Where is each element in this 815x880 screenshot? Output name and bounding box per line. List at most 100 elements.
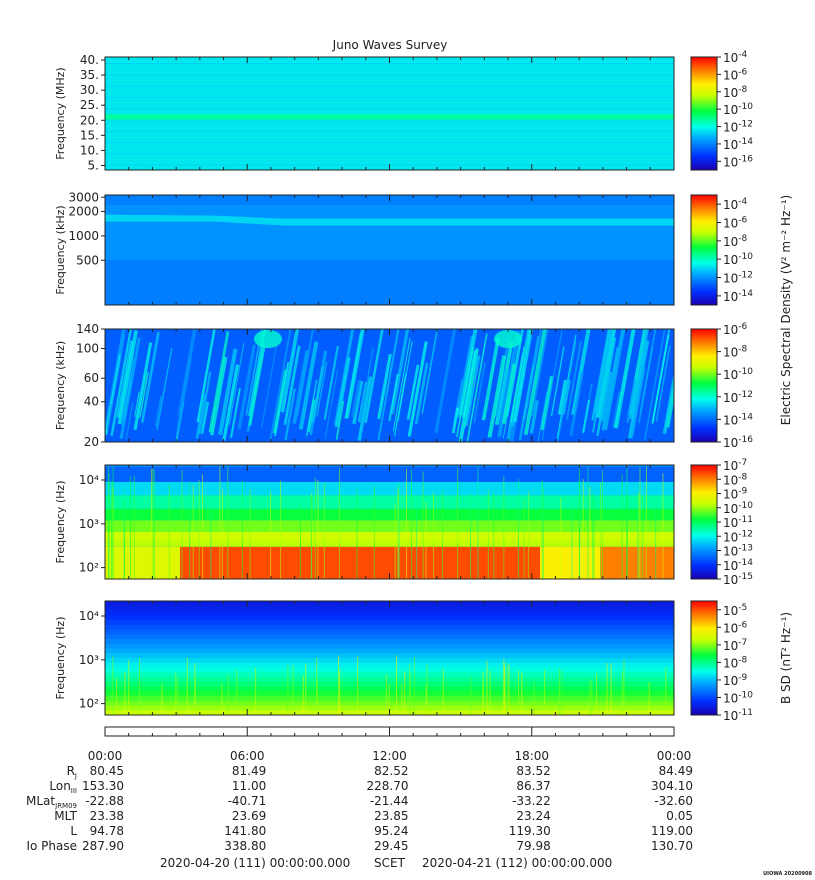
emission-streak xyxy=(260,342,278,429)
emission-streak xyxy=(378,394,388,441)
emission-streak xyxy=(324,368,339,439)
emission-streak xyxy=(421,329,439,414)
ephemeris-label: RJ xyxy=(67,764,77,780)
emission-streak xyxy=(139,371,149,418)
lower-region xyxy=(105,260,674,305)
ephemeris-value: 119.30 xyxy=(509,824,551,838)
emission-streak xyxy=(601,347,619,431)
panel-1: 40.35.30.25.20.15.10.5. Frequency (MHz) 10… xyxy=(54,50,753,172)
emission-streak xyxy=(344,329,365,419)
emission-streak xyxy=(196,329,216,423)
emission-streak xyxy=(247,329,267,417)
emission-streak xyxy=(120,357,136,426)
colorbar-tick-label: 10-5 xyxy=(723,603,747,618)
emission-band xyxy=(105,214,674,226)
emission-streak xyxy=(176,358,192,427)
emission-streak xyxy=(434,329,457,434)
emission-streak xyxy=(626,379,637,423)
emission-streak xyxy=(629,329,649,420)
emission-edge xyxy=(105,540,674,547)
ephemeris-label: Io Phase xyxy=(26,839,77,853)
ephemeris-value: 304.10 xyxy=(651,779,693,793)
ephemeris-value: -33.22 xyxy=(512,794,551,808)
y-tick-label: 2000 xyxy=(68,205,99,219)
emission-blob xyxy=(254,330,282,348)
emission-streak xyxy=(359,347,374,423)
emission-region xyxy=(380,546,540,579)
y-tick-label: 20. xyxy=(80,113,99,127)
ephemeris-value: 141.80 xyxy=(224,824,266,838)
y-tick-label: 15. xyxy=(80,128,99,142)
ephemeris-value: -40.71 xyxy=(228,794,267,808)
channel-stripe xyxy=(105,63,674,64)
emission-streak xyxy=(630,367,646,439)
colorbar-tick-label: 10-11 xyxy=(723,708,753,723)
emission-streak xyxy=(140,331,160,423)
emission-streak xyxy=(565,341,583,420)
emission-streak xyxy=(596,329,617,418)
emission-streak xyxy=(305,379,318,437)
time-axis-ticks: 00:00 06:00 12:00 18:00 00:00 xyxy=(88,727,692,763)
emission-streak xyxy=(364,329,384,424)
emission-streak xyxy=(154,396,163,427)
gradient-band xyxy=(105,667,674,673)
emission-streak xyxy=(133,342,153,431)
colorbar-tick-label: 10-12 xyxy=(723,529,753,544)
gradient-band xyxy=(105,605,674,612)
gradient-band xyxy=(105,615,674,621)
time-tick-label: 12:00 xyxy=(372,749,407,763)
emission-streak xyxy=(156,347,173,431)
emission-streak xyxy=(537,391,548,442)
y-tick-label: 10⁴ xyxy=(79,609,99,623)
y-axis-label: Frequency (MHz) xyxy=(54,67,67,159)
electric-colorbar-label: Electric Spectral Density (V² m⁻² Hz⁻¹) xyxy=(779,195,793,425)
y-tick-label: 40. xyxy=(80,53,99,67)
ephemeris-value: -32.60 xyxy=(654,794,693,808)
emission-streak xyxy=(237,344,256,430)
emission-streak xyxy=(116,340,134,418)
emission-streak xyxy=(248,344,266,426)
emission-blob xyxy=(494,330,522,348)
colorbar xyxy=(690,56,718,171)
emission-streak xyxy=(501,363,516,424)
emission-streak xyxy=(208,331,230,433)
gradient-band xyxy=(105,610,674,616)
spectrogram-panels: 40.35.30.25.20.15.10.5. Frequency (MHz) 10… xyxy=(54,50,753,723)
ephemeris-value: 95.24 xyxy=(374,824,408,838)
ephemeris-value: -21.44 xyxy=(370,794,409,808)
ephemeris-value: 80.45 xyxy=(90,764,124,778)
y-tick-label: 100 xyxy=(76,342,99,356)
emission-streak xyxy=(209,356,228,436)
ephemeris-value: 0.05 xyxy=(666,809,693,823)
gradient-band xyxy=(105,643,674,650)
y-axis-label: Frequency (Hz) xyxy=(54,617,67,700)
time-tick-label: 00:00 xyxy=(657,749,692,763)
emission-streak xyxy=(195,394,207,439)
emission-streak xyxy=(487,355,507,438)
emission-streak xyxy=(407,341,428,437)
ephemeris-value: 83.52 xyxy=(516,764,550,778)
y-tick-label: 60 xyxy=(84,371,99,385)
emission-streak xyxy=(269,329,292,442)
gradient-band xyxy=(105,624,674,631)
y-tick-label: 10³ xyxy=(79,517,99,531)
colorbar-tick-label: 10-13 xyxy=(723,544,753,559)
spectral-band xyxy=(105,482,674,496)
ephemeris-value: 23.38 xyxy=(90,809,124,823)
colorbar-tick-label: 10-8 xyxy=(723,85,748,100)
y-tick-label: 10⁴ xyxy=(79,473,99,487)
panel-5: 10⁴ 10³ 10² Frequency (Hz) 10-5 10-6 10-7 10-8 1… xyxy=(54,600,753,723)
time-tick-label: 06:00 xyxy=(230,749,265,763)
emission-streak xyxy=(522,364,534,421)
colorbar-tick-label: 10-16 xyxy=(723,154,753,169)
ephemeris-value: 86.37 xyxy=(516,779,550,793)
y-tick-label: 30. xyxy=(80,83,99,97)
colorbar-tick-label: 10-6 xyxy=(723,620,748,635)
emission-streak xyxy=(613,329,636,429)
y-tick-label: 10² xyxy=(79,561,99,575)
emission-streak xyxy=(406,364,420,420)
emission-streak xyxy=(601,371,613,422)
